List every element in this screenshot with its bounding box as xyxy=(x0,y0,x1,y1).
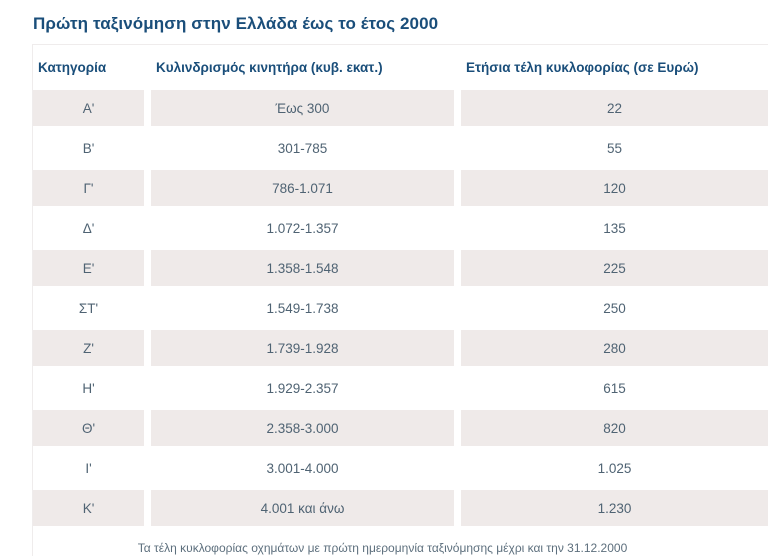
table-row: Δ' 1.072-1.357 135 xyxy=(33,210,768,246)
fee-cell: 1.025 xyxy=(597,460,632,476)
fee-cell: 135 xyxy=(603,220,626,236)
table-row: Θ' 2.358-3.000 820 xyxy=(33,410,768,446)
displacement-cell: 1.358-1.548 xyxy=(151,250,454,286)
category-cell: Ι' xyxy=(85,460,92,476)
category-cell: Θ' xyxy=(33,410,144,446)
fee-cell: 250 xyxy=(603,300,626,316)
displacement-cell: 1.739-1.928 xyxy=(151,330,454,366)
category-cell: Κ' xyxy=(33,490,144,526)
fee-cell: 22 xyxy=(461,90,768,126)
table-header-row: Κατηγορία Κυλινδρισμός κινητήρα (κυβ. εκ… xyxy=(33,45,768,90)
displacement-cell: 1.929-2.357 xyxy=(266,380,339,396)
category-cell: ΣΤ' xyxy=(78,300,99,316)
displacement-cell: 1.072-1.357 xyxy=(266,220,339,236)
fee-cell: 1.230 xyxy=(461,490,768,526)
table-row: Γ' 786-1.071 120 xyxy=(33,170,768,206)
category-cell: Β' xyxy=(82,140,95,156)
displacement-cell: 4.001 και άνω xyxy=(151,490,454,526)
displacement-cell: 301-785 xyxy=(277,140,328,156)
fee-cell: 615 xyxy=(603,380,626,396)
table-row: Κ' 4.001 και άνω 1.230 xyxy=(33,490,768,526)
category-cell: Ζ' xyxy=(33,330,144,366)
fee-cell: 225 xyxy=(461,250,768,286)
table-row: ΣΤ' 1.549-1.738 250 xyxy=(33,290,768,326)
displacement-cell: 1.549-1.738 xyxy=(266,300,339,316)
category-cell: Η' xyxy=(82,380,95,396)
table-row: Α' Έως 300 22 xyxy=(33,90,768,126)
table-body: Α' Έως 300 22 Β' 301-785 55 Γ' 786-1.071… xyxy=(33,90,768,526)
fee-cell: 55 xyxy=(606,140,623,156)
fee-cell: 120 xyxy=(461,170,768,206)
category-cell: Α' xyxy=(33,90,144,126)
fee-cell: 820 xyxy=(461,410,768,446)
displacement-cell: Έως 300 xyxy=(151,90,454,126)
table-row: Ε' 1.358-1.548 225 xyxy=(33,250,768,286)
header-category: Κατηγορία xyxy=(38,60,107,75)
header-displacement: Κυλινδρισμός κινητήρα (κυβ. εκατ.) xyxy=(156,60,383,75)
table-row: Η' 1.929-2.357 615 xyxy=(33,370,768,406)
category-cell: Ε' xyxy=(33,250,144,286)
fee-cell: 280 xyxy=(461,330,768,366)
displacement-cell: 3.001-4.000 xyxy=(266,460,339,476)
category-cell: Γ' xyxy=(33,170,144,206)
header-annual-fee: Ετήσια τέλη κυκλοφορίας (σε Ευρώ) xyxy=(466,60,699,75)
displacement-cell: 786-1.071 xyxy=(151,170,454,206)
table-row: Ι' 3.001-4.000 1.025 xyxy=(33,450,768,486)
displacement-cell: 2.358-3.000 xyxy=(151,410,454,446)
category-cell: Δ' xyxy=(82,220,95,236)
table-footnote: Τα τέλη κυκλοφορίας οχημάτων με πρώτη ημ… xyxy=(137,541,628,555)
fees-table-card: Κατηγορία Κυλινδρισμός κινητήρα (κυβ. εκ… xyxy=(32,44,768,556)
table-row: Ζ' 1.739-1.928 280 xyxy=(33,330,768,366)
page-title: Πρώτη ταξινόμηση στην Ελλάδα έως το έτος… xyxy=(33,14,439,33)
table-row: Β' 301-785 55 xyxy=(33,130,768,166)
